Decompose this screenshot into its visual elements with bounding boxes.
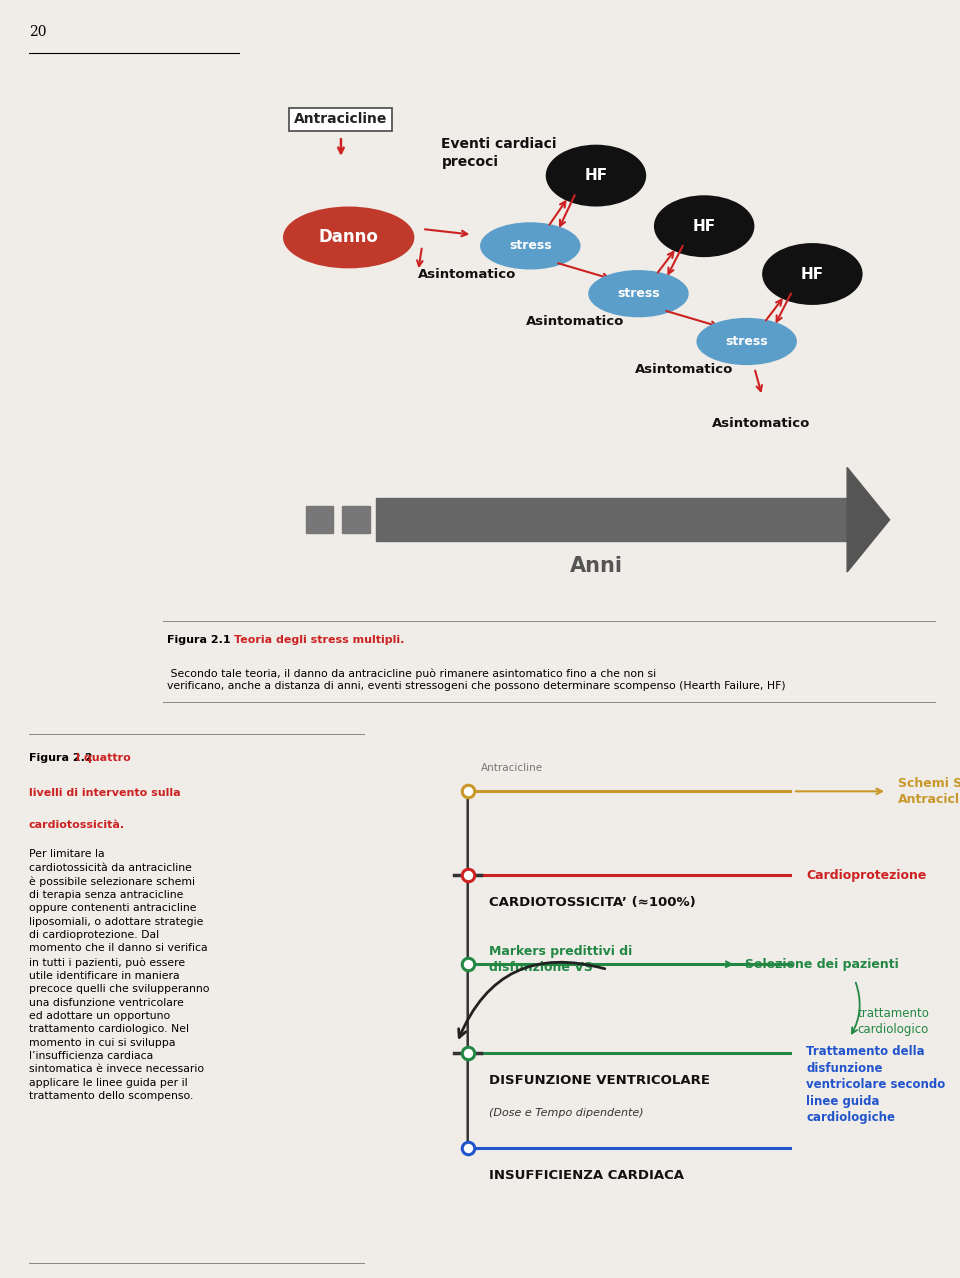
Text: Danno: Danno [319,229,378,247]
Text: Markers predittivi di
disfunzione VS: Markers predittivi di disfunzione VS [490,944,633,974]
Text: Anni: Anni [569,556,622,576]
Text: cardiotossicità.: cardiotossicità. [29,819,125,829]
Text: Selezione dei pazienti: Selezione dei pazienti [745,957,899,971]
Text: livelli di intervento sulla: livelli di intervento sulla [29,787,180,797]
Text: trattamento
cardiologico: trattamento cardiologico [857,1007,929,1036]
Text: Schemi SENZA
Antracicline: Schemi SENZA Antracicline [898,777,960,806]
Text: stress: stress [509,239,552,252]
Text: Figura 2.1: Figura 2.1 [167,635,234,645]
Ellipse shape [762,243,863,305]
Text: Per limitare la
cardiotossicità da antracicline
è possibile selezionare schemi
d: Per limitare la cardiotossicità da antra… [29,849,209,1102]
Text: HF: HF [692,219,716,234]
Polygon shape [847,468,890,573]
Bar [343,506,370,533]
Text: Antracicline: Antracicline [481,763,543,773]
Bar [375,498,847,541]
Text: Asintomatico: Asintomatico [712,417,810,429]
Ellipse shape [283,207,415,268]
Ellipse shape [654,196,755,257]
Text: Asintomatico: Asintomatico [419,267,516,280]
Text: CARDIOTOSSICITA’ (≈100%): CARDIOTOSSICITA’ (≈100%) [490,896,696,909]
Text: Figura 2.2: Figura 2.2 [29,753,96,763]
Text: Antracicline: Antracicline [295,112,388,127]
Ellipse shape [696,318,797,366]
Text: stress: stress [617,288,660,300]
Text: I quattro: I quattro [76,753,131,763]
Text: stress: stress [726,335,768,348]
Text: HF: HF [801,267,824,281]
Text: Secondo tale teoria, il danno da antracicline può rimanere asintomatico fino a c: Secondo tale teoria, il danno da antraci… [167,668,785,691]
Ellipse shape [588,270,688,317]
Text: Asintomatico: Asintomatico [635,363,733,376]
Text: (Dose e Tempo dipendente): (Dose e Tempo dipendente) [490,1108,644,1118]
Text: Eventi cardiaci
precoci: Eventi cardiaci precoci [442,138,557,169]
Text: INSUFFICIENZA CARDIACA: INSUFFICIENZA CARDIACA [490,1168,684,1182]
Text: Trattamento della
disfunzione
ventricolare secondo
linee guida
cardiologiche: Trattamento della disfunzione ventricola… [806,1045,946,1125]
Text: DISFUNZIONE VENTRICOLARE: DISFUNZIONE VENTRICOLARE [490,1075,710,1088]
Text: Asintomatico: Asintomatico [526,316,625,328]
Text: Teoria degli stress multipli.: Teoria degli stress multipli. [234,635,405,645]
Ellipse shape [480,222,581,270]
Text: 20: 20 [29,26,46,38]
Text: HF: HF [585,169,608,183]
Text: Cardioprotezione: Cardioprotezione [806,869,926,882]
Ellipse shape [545,144,646,207]
Bar [306,506,333,533]
